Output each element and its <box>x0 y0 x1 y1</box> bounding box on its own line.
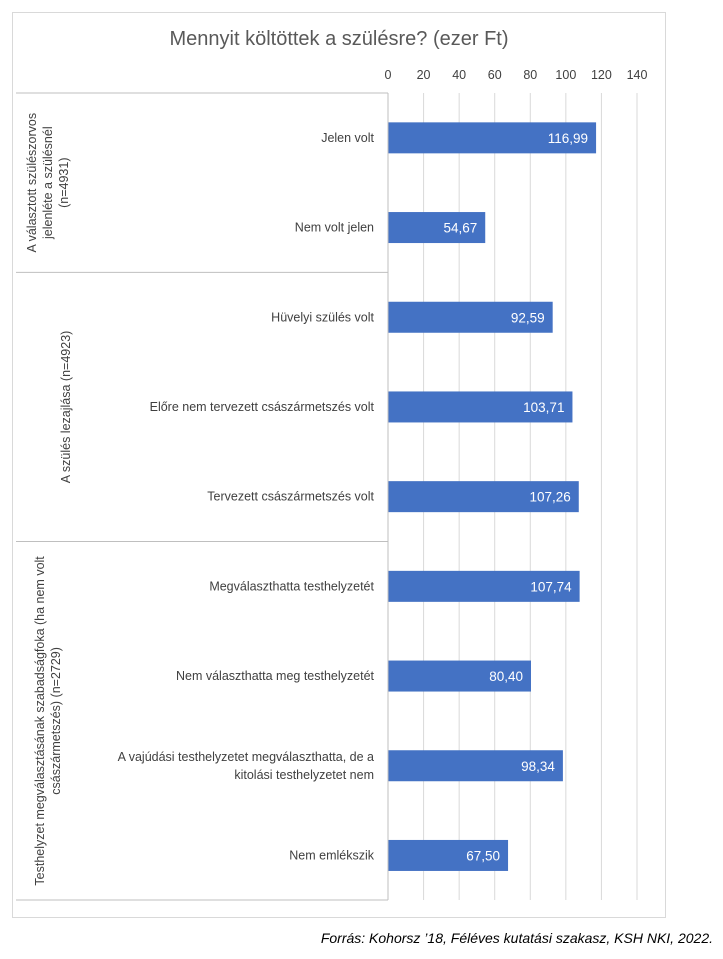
category-label: A vajúdási testhelyzetet megválaszthatta… <box>118 750 374 764</box>
group-label: Testhelyzet megválasztásának szabadságfo… <box>33 556 47 886</box>
data-label: 67,50 <box>466 848 500 863</box>
group-label: (n=4931) <box>57 158 71 208</box>
source-note: Forrás: Kohorsz ’18, Féléves kutatási sz… <box>320 930 713 946</box>
data-label: 98,34 <box>521 759 555 774</box>
bar <box>388 212 486 244</box>
data-label: 92,59 <box>511 310 545 325</box>
category-label: Jelen volt <box>321 131 374 145</box>
data-label: 107,74 <box>530 579 572 594</box>
bar <box>388 391 573 423</box>
data-label: 107,26 <box>529 490 570 505</box>
category-label: kitolási testhelyzetet nem <box>234 768 374 782</box>
category-label: Hüvelyi szülés volt <box>271 310 374 324</box>
data-label: 103,71 <box>523 400 564 415</box>
category-label: Előre nem tervezett császármetszés volt <box>150 400 375 414</box>
group-label: császármetszés) (n=2729) <box>49 647 63 795</box>
group-label: jelenléte a szülésnél <box>41 126 55 240</box>
category-label: Tervezett császármetszés volt <box>207 490 374 504</box>
tick-label: 80 <box>523 68 537 82</box>
bar <box>388 301 553 333</box>
category-label: Megválaszthatta testhelyzetét <box>209 579 374 593</box>
bar <box>388 750 563 782</box>
data-label: 116,99 <box>548 131 588 146</box>
tick-label: 140 <box>627 68 648 82</box>
tick-label: 0 <box>385 68 392 82</box>
bar <box>388 570 580 602</box>
bar <box>388 122 597 154</box>
tick-label: 100 <box>555 68 576 82</box>
tick-label: 40 <box>452 68 466 82</box>
bar <box>388 660 531 692</box>
bar <box>388 839 509 871</box>
category-label: Nem volt jelen <box>295 221 374 235</box>
bar <box>388 481 579 513</box>
tick-label: 20 <box>417 68 431 82</box>
data-label: 54,67 <box>443 221 477 236</box>
group-label: A választott szülészorvos <box>25 113 39 253</box>
category-label: Nem választhatta meg testhelyzetét <box>176 669 375 683</box>
data-label: 80,40 <box>489 669 523 684</box>
tick-label: 120 <box>591 68 612 82</box>
tick-label: 60 <box>488 68 502 82</box>
group-label: A szülés lezajlása (n=4923) <box>59 331 73 484</box>
category-label: Nem emlékszik <box>289 848 374 862</box>
chart-title: Mennyit költöttek a szülésre? (ezer Ft) <box>169 28 509 50</box>
